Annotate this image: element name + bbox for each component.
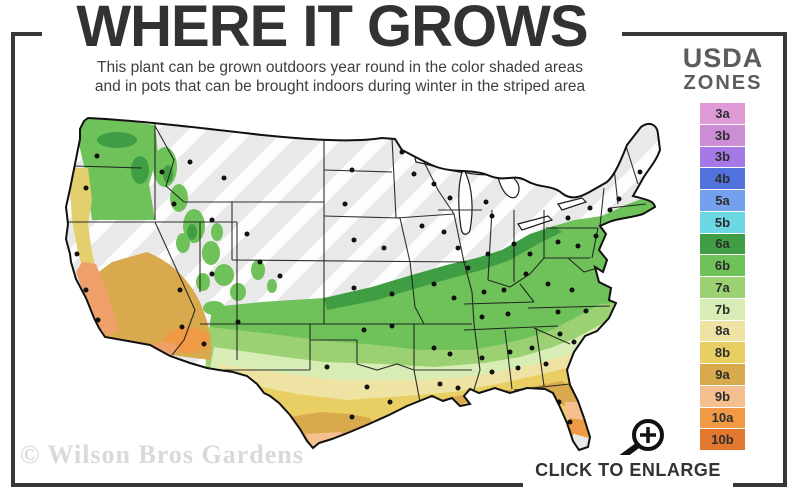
zone-swatch-8a: 8a [700,320,745,342]
usda-label: USDA [682,43,764,73]
subtitle: This plant can be grown outdoors year ro… [35,58,645,96]
zone-swatch-10a: 10a [700,407,745,429]
subtitle-line-1: This plant can be grown outdoors year ro… [97,59,583,76]
zone-swatch-8b: 8b [700,342,745,363]
click-to-enlarge-button[interactable]: CLICK TO ENLARGE [523,455,733,487]
zone-swatch-4b: 4b [700,168,745,189]
zone-swatch-3b: 3b [700,146,745,168]
zones-label: ZONES [683,72,763,94]
zone-swatch-10b: 10b [700,429,745,450]
map-zone-fills [66,118,660,450]
zone-swatch-9a: 9a [700,364,745,385]
zone-swatch-6b: 6b [700,255,745,276]
zone-swatch-6a: 6a [700,233,745,255]
watermark: © Wilson Bros Gardens [20,440,304,469]
subtitle-line-2: and in pots that can be brought indoors … [94,78,586,95]
page-title: WHERE IT GROWS [42,0,622,58]
usda-zone-map[interactable] [62,112,662,468]
usda-zone-list: 3a 3b 3b 4b 5a 5b 6a 6b 7a 7b 8a 8b 9a 9b 10a 10b [700,103,745,450]
zone-swatch-7a: 7a [700,277,745,298]
zone-swatch-3b: 3b [700,124,745,146]
zone-swatch-7b: 7b [700,298,745,320]
zone-swatch-5b: 5b [700,211,745,233]
usda-zones-heading: USDA ZONES [663,44,783,94]
zone-swatch-5a: 5a [700,190,745,211]
us-outline [64,116,662,452]
zone-swatch-3a: 3a [700,103,745,124]
zone-swatch-9b: 9b [700,385,745,407]
city-dots [74,149,643,425]
